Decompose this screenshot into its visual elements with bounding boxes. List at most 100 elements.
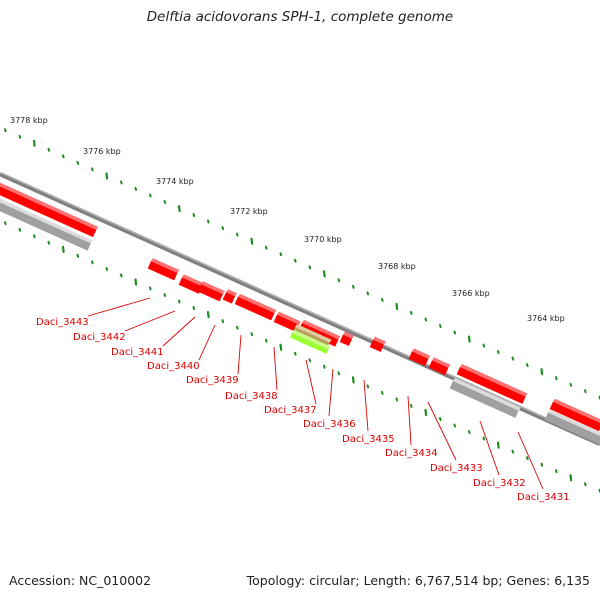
tick-mark xyxy=(337,371,341,376)
rna-block-top xyxy=(0,198,93,244)
gene-block xyxy=(428,357,451,376)
tick-mark xyxy=(322,270,326,278)
tick-mark xyxy=(47,147,51,152)
gene-labels: Daci_3443 Daci_3442 Daci_3441 Daci_3440 Daci… xyxy=(36,317,570,503)
gene-block-front xyxy=(549,401,600,432)
tick-mark xyxy=(294,258,297,263)
gene-block-top xyxy=(201,281,225,295)
gene-block-top xyxy=(182,274,205,287)
leader-line xyxy=(517,431,544,490)
tick-mark xyxy=(323,364,326,369)
gene-block-front xyxy=(0,186,97,238)
rna-block-front xyxy=(544,412,600,445)
tick-mark xyxy=(33,234,36,239)
gene-block-front xyxy=(428,360,449,376)
tick-mark xyxy=(134,278,138,286)
tick-mark xyxy=(468,430,471,435)
tick-mark xyxy=(366,384,370,389)
rna-block-top xyxy=(453,378,521,411)
gene-block-front xyxy=(273,314,299,332)
tick-mark xyxy=(540,462,544,467)
gene-label: Daci_3441 xyxy=(111,347,164,358)
gene-block xyxy=(456,364,528,404)
leader-line xyxy=(305,359,317,405)
gene-block-top xyxy=(151,258,180,274)
genome-summary: Topology: circular; Length: 6,767,514 bp… xyxy=(246,573,590,588)
gene-block xyxy=(234,293,277,321)
scale-label: 3766 kbp xyxy=(452,289,490,298)
tick-mark xyxy=(395,397,399,402)
leader-line xyxy=(198,324,216,361)
tick-mark xyxy=(497,350,500,355)
scale-label: 3778 kbp xyxy=(10,116,48,125)
gene-label: Daci_3437 xyxy=(264,405,317,416)
tick-mark xyxy=(308,358,312,363)
tick-mark xyxy=(526,456,529,461)
accession-text: Accession: NC_010002 xyxy=(9,573,152,588)
tick-mark xyxy=(4,128,7,133)
gene-block-front xyxy=(408,351,429,367)
tick-mark xyxy=(177,204,181,213)
tick-mark xyxy=(496,441,500,449)
gene-block xyxy=(369,336,386,352)
gene-block-top xyxy=(238,293,277,314)
tick-mark xyxy=(555,469,558,474)
tick-mark xyxy=(76,160,80,165)
tick-mark xyxy=(221,226,225,231)
rna-block-front xyxy=(0,202,91,251)
gene-label: Daci_3434 xyxy=(385,448,438,459)
tick-mark xyxy=(76,253,80,258)
leader-line xyxy=(124,310,176,332)
tick-mark xyxy=(134,186,138,191)
tick-mark xyxy=(453,330,457,335)
leader-line xyxy=(237,334,242,375)
tick-mark xyxy=(511,449,515,454)
scale-labels: 3778 kbp 3776 kbp 3774 kbp 3772 kbp 3770 kbp… xyxy=(10,116,565,323)
rna-block-top xyxy=(548,409,600,437)
tick-mark xyxy=(395,302,399,311)
tick-mark xyxy=(61,245,65,253)
tick-mark xyxy=(308,265,312,270)
tick-mark xyxy=(207,219,210,224)
gene-block xyxy=(549,398,600,432)
tick-mark xyxy=(381,297,384,302)
gene-label: Daci_3432 xyxy=(473,478,526,489)
scale-label: 3774 kbp xyxy=(156,177,194,186)
gene-block-top xyxy=(302,319,341,340)
tick-mark xyxy=(163,293,167,298)
gene-block-top xyxy=(0,182,99,230)
tick-mark xyxy=(439,417,442,421)
tick-mark xyxy=(206,311,210,319)
tick-mark xyxy=(381,390,384,395)
scale-label: 3764 kbp xyxy=(527,314,565,323)
inner-tick-track xyxy=(4,221,600,493)
gene-label: Daci_3433 xyxy=(430,463,483,474)
tick-mark xyxy=(569,474,573,482)
gene-block xyxy=(273,311,301,332)
scale-label: 3776 kbp xyxy=(83,147,121,156)
outer-tick-track xyxy=(4,128,600,400)
scale-label: 3768 kbp xyxy=(378,262,416,271)
tick-mark xyxy=(294,351,297,356)
gene-label: Daci_3431 xyxy=(517,492,570,503)
tick-mark xyxy=(511,356,515,361)
gene-label: Daci_3435 xyxy=(342,434,395,445)
gene-block-front xyxy=(369,339,384,352)
gene-block xyxy=(197,281,225,302)
tick-mark xyxy=(279,252,283,257)
label-leader-lines xyxy=(87,297,544,490)
tick-mark xyxy=(18,134,22,139)
tick-mark xyxy=(337,278,341,283)
gene-block-front xyxy=(147,261,178,281)
tick-mark xyxy=(221,319,225,324)
leader-line xyxy=(87,297,151,317)
tick-mark xyxy=(424,408,428,417)
tick-mark xyxy=(351,376,355,384)
gene-block-front xyxy=(222,292,236,304)
tick-mark xyxy=(366,291,370,296)
gene-block-top xyxy=(343,331,355,339)
leader-line xyxy=(328,368,334,417)
tick-mark xyxy=(526,363,529,368)
tick-mark xyxy=(32,139,36,147)
